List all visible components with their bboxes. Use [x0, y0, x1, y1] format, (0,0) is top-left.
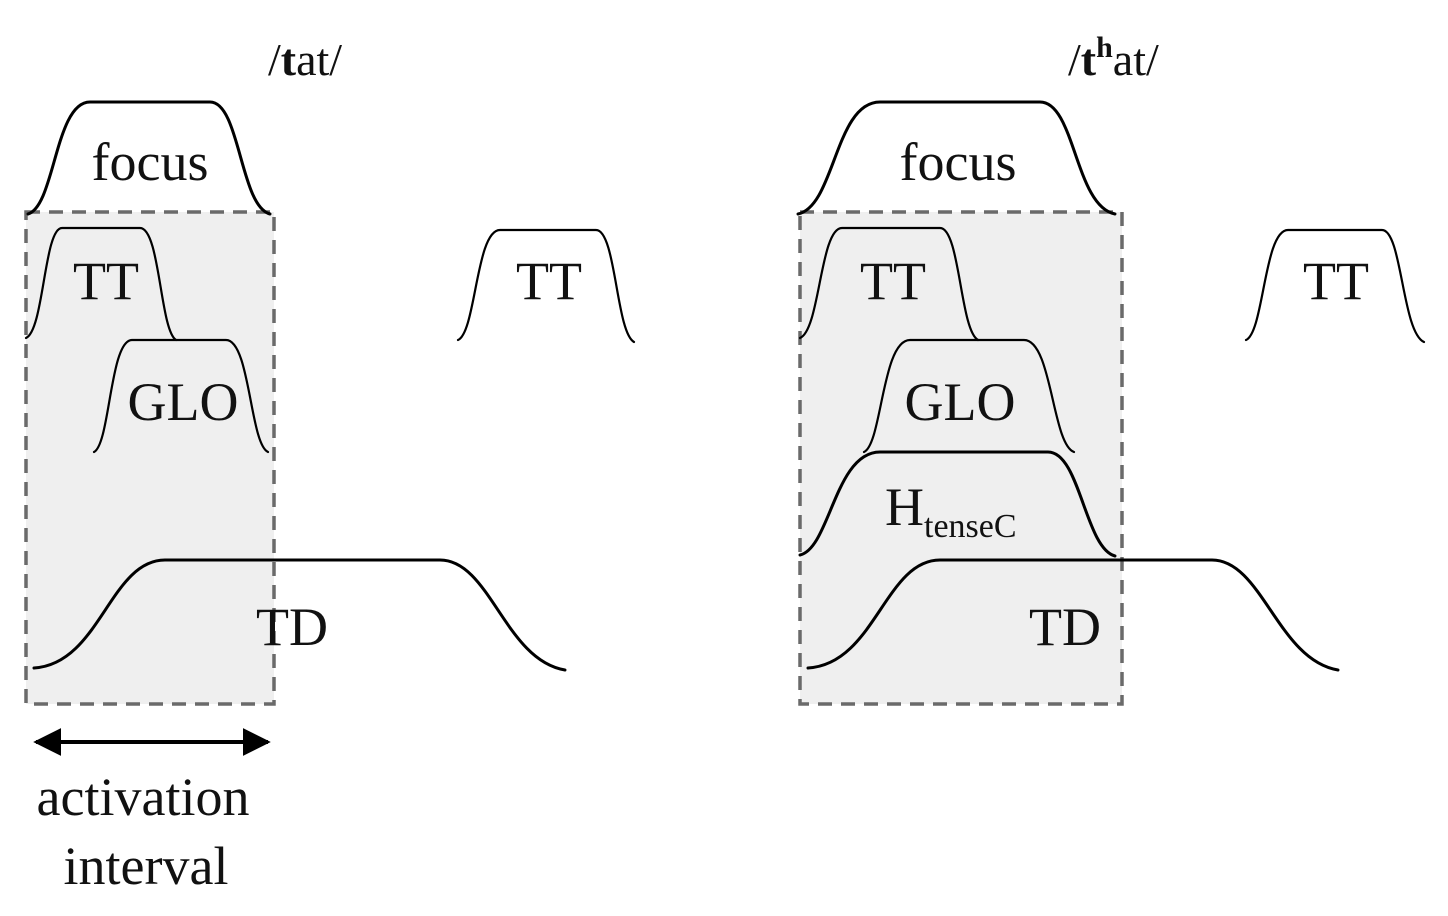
- glo-gesture-curve: [92, 338, 270, 454]
- panel-that: /that/ focus TT GLO HtenseC TD TT: [796, 31, 1426, 706]
- tt-label: TT: [73, 251, 139, 311]
- tt-label: TT: [860, 251, 926, 311]
- td-label: TD: [256, 597, 328, 657]
- focus-gesture-curve: [26, 100, 272, 216]
- tt-gesture-curve-2: [456, 228, 636, 344]
- activation-interval-box: [24, 210, 276, 706]
- tt-label-2: TT: [1303, 251, 1369, 311]
- htense-gesture-curve: [798, 450, 1117, 558]
- focus-gesture-curve: [796, 100, 1117, 216]
- activation-interval-label-line1: activation: [37, 767, 250, 827]
- htense-label: HtenseC: [885, 477, 1017, 545]
- td-label: TD: [1029, 597, 1101, 657]
- focus-label: focus: [92, 132, 209, 192]
- glo-label: GLO: [128, 372, 239, 432]
- tt-gesture-curve: [24, 226, 178, 342]
- panel-tat: /tat/ focus TT GLO TD TT activation inte…: [24, 34, 636, 896]
- tt-label-2: TT: [516, 251, 582, 311]
- activation-interval-label-line2: interval: [64, 836, 229, 896]
- activation-interval-box: [798, 210, 1124, 706]
- panel-title: /that/: [1068, 31, 1159, 85]
- focus-label: focus: [900, 132, 1017, 192]
- td-gesture-curve: [806, 558, 1340, 672]
- td-gesture-curve: [32, 558, 567, 672]
- glo-label: GLO: [905, 372, 1016, 432]
- tt-gesture-curve: [798, 226, 980, 342]
- panel-title: /tat/: [268, 34, 342, 85]
- tt-gesture-curve-2: [1244, 228, 1426, 344]
- glo-gesture-curve: [862, 338, 1076, 454]
